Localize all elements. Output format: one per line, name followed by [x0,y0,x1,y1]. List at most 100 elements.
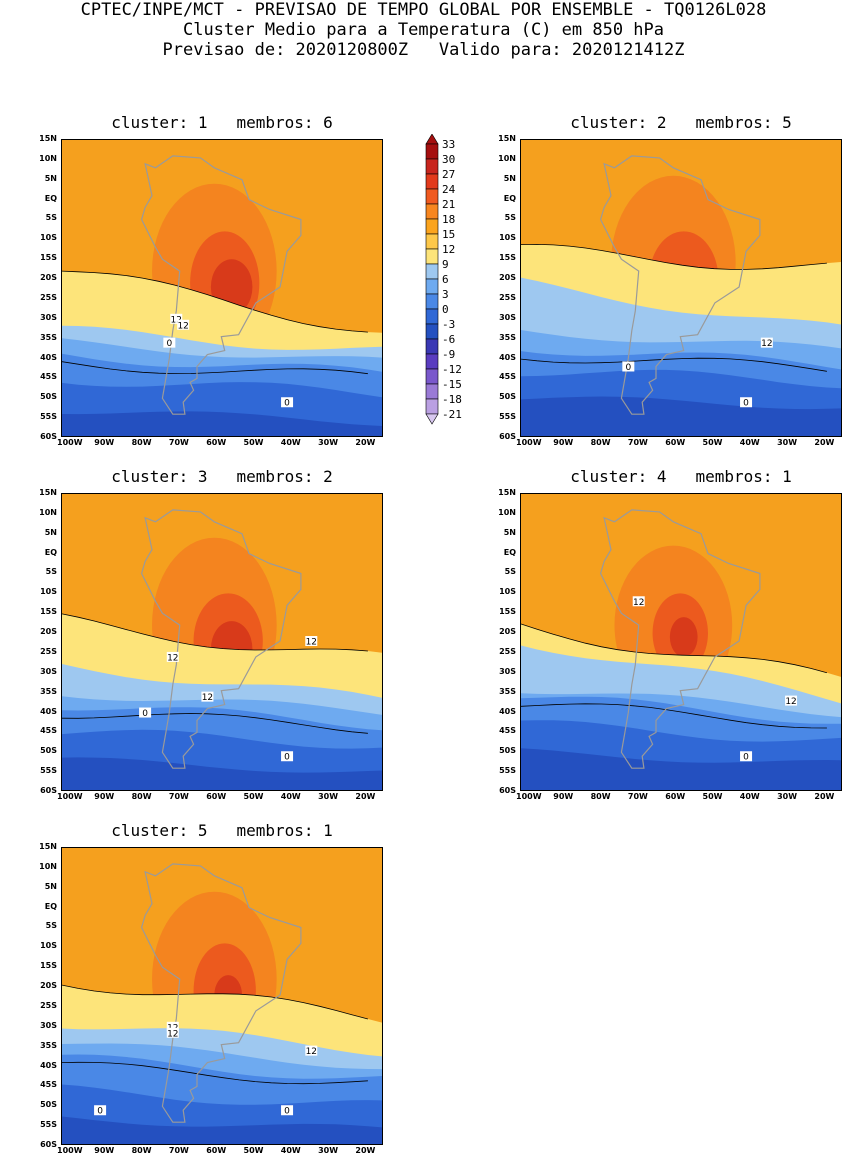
map-panel: 12 0 0 [520,139,842,437]
colorbar-bottom-arrow [425,413,439,425]
contour-label: 12 [761,339,772,349]
contour-label-bg [201,691,214,702]
contour-label: 12 [167,653,178,663]
longitude-tick-label: 60W [206,438,227,447]
latitude-tick-label: 20S [40,981,57,991]
contour-12 [62,270,368,333]
contour-label: 0 [284,753,290,763]
longitude-tick-label: 100W [516,792,542,801]
contour-label-bg [740,397,753,408]
contour-label-bg [281,751,294,762]
longitude-tick-label: 20W [355,792,376,801]
latitude-tick-label: 5N [44,527,57,537]
latitude-tick-label: 55S [40,412,57,422]
colorbar-swatch [425,293,439,310]
latitude-tick-label: 60S [499,786,516,795]
latitude-tick-label: 5S [45,921,57,931]
latitude-tick-label: 10N [39,861,57,871]
contour-label-bg [760,337,773,348]
latitude-tick-label: 10S [40,587,57,597]
panel-title: cluster: 1 membros: 6 [111,113,333,132]
latitude-tick-label: 50S [499,392,516,402]
colorbar-level-label: -15 [442,378,462,391]
contour-label-bg [177,319,190,330]
temperature-map: 12 12 0 [521,494,841,790]
longitude-tick-label: 30W [777,792,798,801]
latitude-tick-label: 15N [498,134,516,143]
temperature-map: 12 12 12 0 0 [62,494,382,790]
latitude-tick-label: 25S [40,646,57,656]
longitude-tick-label: 40W [280,792,301,801]
latitude-tick-label: 5S [45,213,57,223]
contour-label-bg [163,337,176,348]
band-minus-6 [521,396,841,436]
longitude-tick-label: 80W [131,438,152,447]
latitude-tick-label: 60S [499,432,516,441]
south-america-outline [140,509,302,769]
colorbar-level-label: 33 [442,138,455,151]
latitude-tick-label: 40S [40,352,57,362]
latitude-tick-label: 5N [503,527,516,537]
latitude-tick-label: EQ [503,193,516,203]
longitude-tick-label: 70W [168,792,189,801]
colorbar-swatch [425,398,439,415]
longitude-tick-label: 90W [94,1146,115,1155]
latitude-tick-label: 30S [499,666,516,676]
latitude-tick-label: 10N [498,507,516,517]
contour-label-bg [166,1021,179,1032]
longitude-tick-label: 30W [318,792,339,801]
south-america-outline [599,155,761,415]
longitude-tick-label: 60W [665,792,686,801]
colorbar-swatch [425,353,439,370]
colorbar-swatch [425,188,439,205]
latitude-tick-label: 25S [499,292,516,302]
latitude-tick-label: 60S [40,432,57,441]
colorbar-level-label: -12 [442,363,462,376]
latitude-tick-label: 45S [40,372,57,382]
longitude-tick-label: 30W [318,1146,339,1155]
latitude-tick-label: 25S [40,1000,57,1010]
colorbar-swatch [425,383,439,400]
longitude-tick-label: 90W [553,438,574,447]
contour-label: 0 [743,753,749,763]
contour-label-bg [166,1027,179,1038]
colorbar-level-label: 21 [442,198,455,211]
band-minus-6 [62,1116,382,1144]
contour-label-bg [305,1045,318,1056]
latitude-tick-label: 35S [40,1040,57,1050]
colorbar-swatch [425,263,439,280]
contour-label: 0 [284,399,290,409]
header-line-2: Cluster Medio para a Temperatura (C) em … [182,20,665,40]
latitude-tick-label: 35S [499,332,516,342]
longitude-tick-label: 50W [243,792,264,801]
latitude-tick-label: EQ [44,901,57,911]
colorbar-swatch [425,248,439,265]
latitude-tick-label: 15N [498,488,516,497]
latitude-tick-label: EQ [44,547,57,557]
latitude-tick-label: 20S [40,273,57,283]
contour-label-bg [166,651,179,662]
latitude-tick-label: 10S [499,587,516,597]
latitude-tick-label: 50S [40,392,57,402]
latitude-tick-label: 40S [499,706,516,716]
header-line-3: Previsao de: 2020120800Z Valido para: 20… [162,40,685,60]
contour-label: 0 [142,709,148,719]
colorbar-swatch [425,173,439,190]
contour-label-bg [139,707,152,718]
latitude-tick-label: 10S [499,233,516,243]
longitude-tick-label: 30W [318,438,339,447]
colorbar-level-label: 9 [442,258,449,271]
longitude-tick-label: 20W [814,792,835,801]
latitude-tick-label: 15S [40,961,57,971]
colorbar-level-label: -6 [442,333,455,346]
longitude-tick-label: 70W [627,438,648,447]
colorbar-swatch [425,233,439,250]
panel-title: cluster: 5 membros: 1 [111,821,333,840]
colorbar-top-arrow [425,133,439,145]
latitude-tick-label: 60S [40,1140,57,1149]
latitude-tick-label: 15N [39,488,57,497]
longitude-tick-label: 20W [355,1146,376,1155]
very-hot-region [669,617,698,657]
latitude-tick-label: 25S [499,646,516,656]
latitude-tick-label: 45S [40,1080,57,1090]
